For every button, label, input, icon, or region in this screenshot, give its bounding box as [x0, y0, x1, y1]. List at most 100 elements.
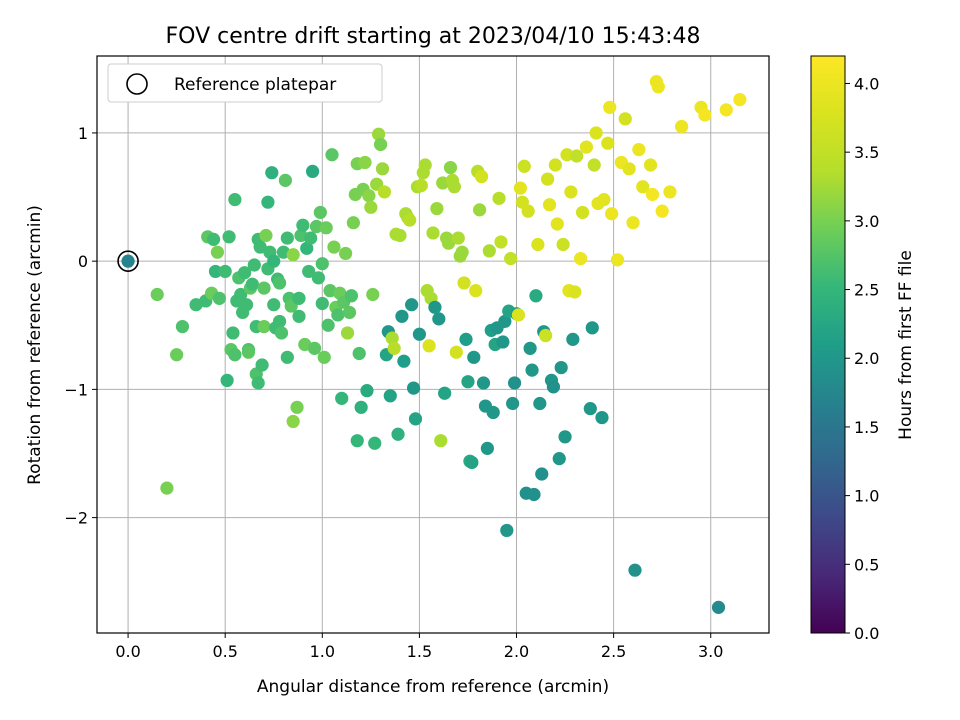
data-point — [566, 332, 580, 346]
data-point — [340, 326, 355, 340]
colorbar-label: Hours from first FF file — [896, 250, 916, 440]
x-tick-label: 2.5 — [601, 642, 626, 661]
data-point — [492, 191, 506, 205]
data-point — [511, 308, 526, 322]
data-point — [387, 341, 401, 355]
data-point — [311, 271, 326, 285]
data-point — [296, 218, 310, 232]
data-point — [267, 254, 281, 268]
reference-point — [121, 254, 135, 268]
data-point — [307, 341, 322, 355]
data-point — [587, 158, 601, 172]
y-tick-label: −1 — [64, 380, 88, 399]
data-point — [626, 216, 640, 230]
data-point — [486, 405, 500, 420]
data-point — [529, 289, 543, 303]
data-point — [506, 396, 520, 411]
data-point — [238, 266, 252, 280]
data-point — [344, 289, 359, 303]
data-point — [698, 108, 712, 122]
data-point — [550, 217, 564, 231]
data-point — [482, 244, 496, 258]
data-point — [366, 287, 380, 302]
legend-marker — [126, 73, 148, 95]
data-point — [525, 363, 539, 377]
data-point — [467, 350, 481, 364]
x-axis-label: Angular distance from reference (arcmin) — [257, 677, 609, 697]
data-point — [461, 375, 475, 389]
data-point — [651, 80, 665, 94]
data-point — [290, 400, 304, 414]
data-point — [393, 228, 407, 243]
data-point — [226, 326, 240, 340]
data-point — [261, 195, 275, 209]
data-point — [245, 277, 259, 291]
colorbar-ticks: 0.0 0.5 1.0 1.5 2.0 2.5 3.0 3.5 4.0 — [845, 74, 879, 643]
data-point — [373, 137, 388, 152]
data-point — [564, 185, 578, 199]
data-point — [597, 193, 611, 207]
colorbar-tick-label: 1.0 — [854, 487, 879, 506]
x-tick-label: 3.0 — [698, 642, 723, 661]
colorbar-tick-label: 0.5 — [854, 555, 879, 574]
data-point — [531, 237, 545, 252]
data-point — [267, 298, 281, 312]
data-point — [455, 245, 469, 259]
data-point — [498, 314, 512, 329]
data-point — [292, 291, 306, 305]
data-point — [585, 321, 599, 335]
y-tick-label: −2 — [64, 509, 88, 528]
data-point — [292, 309, 306, 323]
data-point — [459, 332, 473, 346]
data-point — [438, 386, 452, 400]
data-point — [719, 103, 733, 117]
data-point — [535, 467, 549, 481]
legend-box — [107, 63, 383, 103]
data-point — [362, 189, 376, 203]
data-point — [251, 376, 265, 390]
data-point — [575, 205, 590, 220]
data-point — [280, 350, 294, 364]
data-point — [354, 400, 368, 414]
data-point — [733, 92, 747, 107]
data-point — [395, 309, 409, 323]
colorbar-tick-label: 3.5 — [854, 143, 879, 162]
data-point — [655, 204, 669, 218]
data-point — [212, 291, 226, 305]
reference-ring — [117, 250, 139, 272]
data-point — [574, 251, 588, 266]
data-point — [434, 434, 448, 448]
data-point — [403, 213, 417, 227]
colorbar-tick-label: 1.5 — [854, 418, 879, 437]
data-point — [476, 376, 491, 390]
data-point — [391, 427, 405, 441]
colorbar-tick-label: 3.0 — [854, 212, 879, 231]
data-point — [622, 162, 636, 176]
data-point — [302, 264, 316, 279]
data-point — [513, 181, 527, 195]
x-tick-label: 0.0 — [115, 642, 140, 661]
data-point — [469, 284, 483, 298]
data-point — [274, 326, 289, 340]
data-point — [305, 164, 320, 178]
data-point — [474, 169, 489, 184]
data-point — [443, 160, 458, 175]
data-point — [583, 402, 597, 416]
data-point — [451, 231, 465, 245]
data-point — [560, 148, 574, 162]
data-point — [331, 308, 345, 322]
data-point — [632, 143, 646, 157]
data-point — [375, 162, 390, 176]
legend: Reference platepar — [107, 63, 383, 103]
data-point — [628, 563, 642, 577]
data-point — [675, 119, 689, 134]
data-point — [239, 298, 254, 312]
data-point — [321, 318, 335, 332]
data-point — [372, 127, 386, 141]
data-point — [540, 172, 555, 186]
data-point — [368, 436, 382, 450]
data-point — [500, 523, 514, 538]
colorbar — [810, 55, 846, 634]
data-point — [601, 136, 615, 150]
